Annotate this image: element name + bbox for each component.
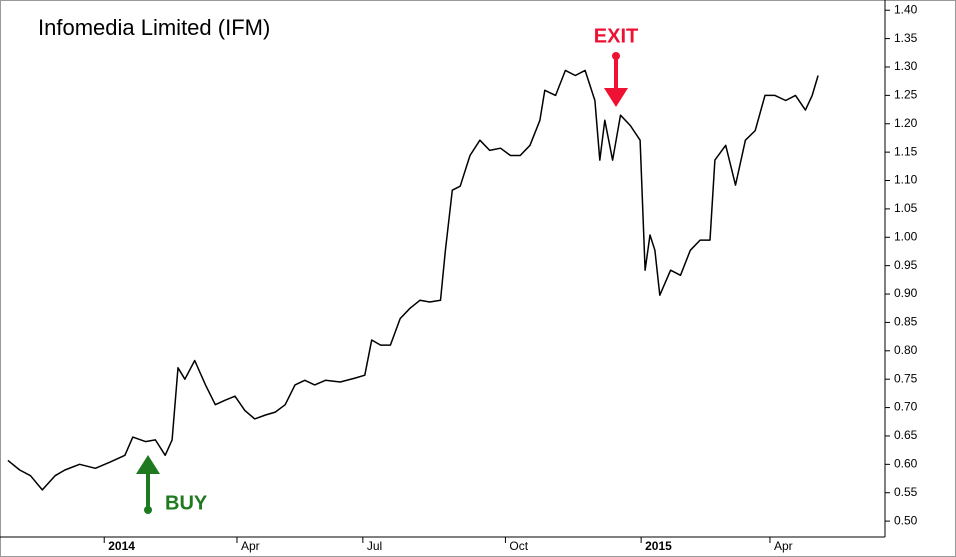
y-tick-label: 1.05: [894, 201, 918, 215]
y-tick-label: 1.00: [894, 229, 918, 243]
x-tick-label: Jul: [367, 539, 382, 553]
exit-arrow-head: [604, 88, 628, 107]
y-tick-label: 0.70: [894, 400, 918, 414]
y-tick-label: 0.90: [894, 286, 918, 300]
y-tick-label: 1.40: [894, 2, 918, 16]
x-tick-label: Apr: [774, 539, 793, 553]
y-tick-label: 1.35: [894, 31, 918, 45]
x-tick-label: Apr: [241, 539, 260, 553]
y-tick-label: 0.65: [894, 428, 918, 442]
x-tick-label: 2015: [645, 539, 672, 553]
exit-label: EXIT: [594, 25, 638, 47]
price-line: [7, 69, 819, 491]
y-tick-label: 1.20: [894, 116, 918, 130]
y-tick-label: 1.15: [894, 144, 918, 158]
exit-arrow-tail: [612, 52, 620, 60]
y-tick-label: 1.25: [894, 88, 918, 102]
y-tick-label: 0.80: [894, 343, 918, 357]
y-tick-label: 0.85: [894, 315, 918, 329]
y-tick-label: 0.50: [894, 513, 918, 527]
x-tick-label: 2014: [108, 539, 135, 553]
y-tick-label: 0.75: [894, 371, 918, 385]
y-tick-label: 1.10: [894, 173, 918, 187]
y-tick-label: 0.95: [894, 258, 918, 272]
buy-label: BUY: [165, 492, 208, 514]
x-tick-label: Oct: [509, 539, 528, 553]
y-tick-label: 0.60: [894, 457, 918, 471]
y-tick-label: 0.55: [894, 485, 918, 499]
buy-arrow-head: [136, 455, 160, 474]
buy-arrow-tail: [144, 506, 152, 514]
y-tick-label: 1.30: [894, 59, 918, 73]
chart-title: Infomedia Limited (IFM): [38, 15, 270, 40]
